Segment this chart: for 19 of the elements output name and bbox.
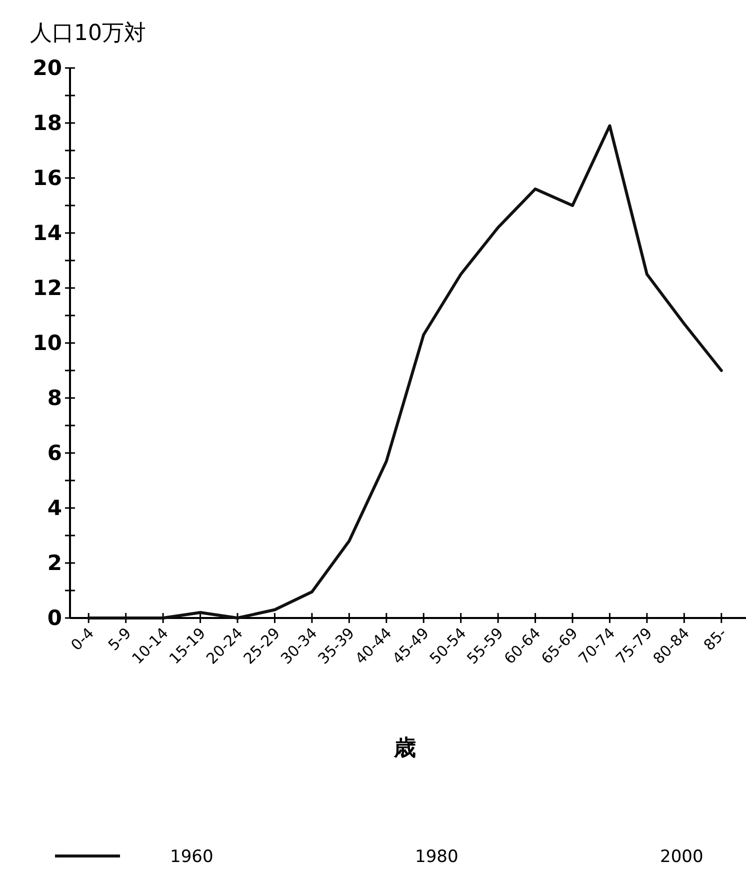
y-tick-label: 16	[32, 166, 62, 190]
y-axis-title: 人口10万対	[30, 21, 146, 46]
y-tick-label: 0	[47, 606, 62, 630]
text: 2000	[660, 847, 704, 867]
y-tick-label: 10	[32, 331, 62, 355]
y-tick-label: 6	[47, 441, 62, 465]
y-tick-label: 12	[32, 276, 62, 300]
y-tick-label: 20	[32, 56, 62, 80]
y-tick-label: 2	[47, 551, 62, 575]
text: 1960	[170, 847, 214, 867]
y-tick-label: 18	[32, 111, 62, 135]
x-axis-title: 歳	[393, 736, 416, 761]
y-tick-label: 4	[47, 496, 62, 520]
y-tick-label: 8	[47, 386, 62, 410]
x-tick-label: 0-4	[67, 624, 98, 654]
x-tick-label: 5-9	[104, 624, 135, 654]
x-tick-label: 85-	[700, 624, 730, 654]
text: 1980	[415, 847, 458, 867]
y-tick-label: 14	[32, 221, 62, 245]
